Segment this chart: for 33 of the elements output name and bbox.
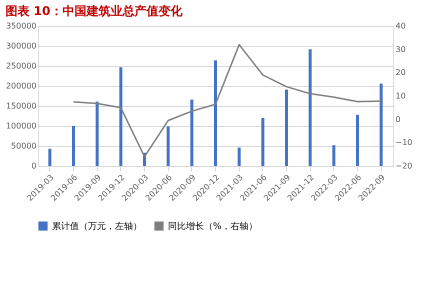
y-tick-label: 50000 xyxy=(11,142,36,150)
y-tick-label: 300000 xyxy=(6,42,36,50)
y2-tick-label: 0 xyxy=(396,114,401,124)
bar xyxy=(214,60,217,166)
bar xyxy=(285,90,288,166)
y-tick-label: 100000 xyxy=(6,122,36,130)
y-tick-label: 250000 xyxy=(6,62,36,70)
chart-title: 图表 10：中国建筑业总产值变化 xyxy=(5,4,184,18)
bar xyxy=(72,126,75,166)
bar xyxy=(238,148,241,166)
y2-tick-label: −20 xyxy=(396,162,412,170)
y-tick-label: 150000 xyxy=(6,102,36,110)
y-tick-label: 0 xyxy=(31,162,36,170)
y-tick-label: 200000 xyxy=(6,82,36,90)
bar xyxy=(48,148,52,166)
bar xyxy=(332,145,336,166)
bar xyxy=(308,49,312,166)
y2-tick-label: −10 xyxy=(396,138,412,148)
y2-tick-label: 10 xyxy=(396,92,406,100)
line-series xyxy=(72,44,382,158)
legend-label: 同比增长（%，右轴） xyxy=(168,221,258,232)
bar xyxy=(190,100,194,166)
legend-label: 累计值（万元，左轴） xyxy=(52,221,142,232)
bar xyxy=(356,114,359,166)
y2-tick-label: 20 xyxy=(396,68,406,78)
bar xyxy=(380,84,383,166)
bar xyxy=(261,118,264,166)
y2-tick-label: 40 xyxy=(396,22,406,30)
bar xyxy=(166,126,170,166)
y-tick-label: 350000 xyxy=(6,22,36,30)
bar xyxy=(96,102,99,166)
y2-tick-label: 30 xyxy=(396,44,406,54)
bar xyxy=(119,67,122,166)
